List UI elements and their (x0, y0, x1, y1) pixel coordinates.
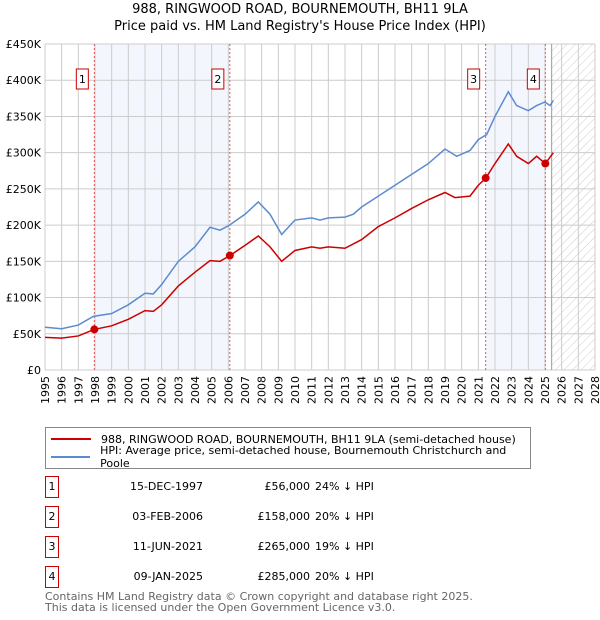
y-tick-label: £300K (6, 147, 42, 160)
x-tick-label: 1998 (89, 376, 102, 404)
legend-swatch-hpi (51, 456, 91, 458)
property-line (44, 142, 554, 339)
sale-badge-label: 4 (530, 73, 537, 86)
chart-title: 988, RINGWOOD ROAD, BOURNEMOUTH, BH11 9L… (132, 2, 468, 17)
footer-copyright: Contains HM Land Registry data © Crown c… (45, 590, 473, 603)
sale-badge-label: 3 (470, 73, 477, 86)
sale-point (481, 174, 490, 183)
x-tick-label: 2002 (156, 376, 169, 404)
hpi-line (44, 90, 554, 330)
sale-date: 03-FEB-2006 (132, 510, 203, 523)
sale-price: £265,000 (257, 540, 311, 553)
x-tick-label: 2007 (239, 376, 252, 404)
x-tick-label: 2003 (172, 376, 185, 404)
x-tick-label: 1996 (56, 376, 69, 404)
sale-price: £158,000 (257, 510, 311, 523)
sale-badge (75, 68, 89, 90)
footer-licence: This data is licensed under the Open Gov… (45, 601, 396, 614)
sale-hpi-diff: 20% ↓ HPI (315, 510, 374, 523)
x-tick-label: 2004 (189, 376, 202, 404)
x-tick-label: 2019 (439, 376, 452, 404)
legend-swatch-property (51, 438, 91, 440)
sale-date: 11-JUN-2021 (132, 540, 203, 553)
x-tick-label: 2022 (489, 376, 502, 404)
x-tick-label: 2011 (306, 376, 319, 404)
x-tick-label: 2028 (589, 376, 600, 404)
sale-hpi-diff: 20% ↓ HPI (315, 570, 374, 583)
x-tick-label: 2015 (372, 376, 385, 404)
sale-row: 3 11-JUN-2021 £265,000 19% ↓ HPI (45, 536, 445, 558)
legend-label-property: 988, RINGWOOD ROAD, BOURNEMOUTH, BH11 9L… (101, 432, 516, 446)
sale-hpi-diff: 24% ↓ HPI (315, 480, 374, 493)
sale-point (90, 325, 99, 334)
sale-badge-label: 2 (214, 73, 221, 86)
sale-date: 09-JAN-2025 (133, 570, 203, 583)
x-tick-label: 1999 (106, 376, 119, 404)
x-tick-label: 1995 (39, 376, 52, 404)
sale-point (225, 251, 234, 260)
sale-hpi-diff: 19% ↓ HPI (315, 540, 374, 553)
x-tick-label: 2006 (222, 376, 235, 404)
legend-label-hpi: HPI: Average price, semi-detached house,… (100, 444, 507, 470)
sale-price: £56,000 (264, 480, 311, 493)
y-tick-label: £200K (6, 219, 42, 232)
sale-row-badge: 3 (45, 536, 59, 558)
x-tick-label: 2008 (256, 376, 269, 404)
y-tick-label: £100K (6, 292, 42, 305)
chart-legend: 988, RINGWOOD ROAD, BOURNEMOUTH, BH11 9L… (45, 427, 531, 470)
x-tick-label: 2000 (122, 376, 135, 404)
sale-row: 2 03-FEB-2006 £158,000 20% ↓ HPI (45, 506, 445, 528)
x-tick-label: 2026 (556, 376, 569, 404)
y-tick-label: £250K (6, 183, 42, 196)
sale-point (541, 159, 550, 168)
y-tick-label: £50K (13, 328, 42, 341)
x-tick-label: 2023 (506, 376, 519, 404)
x-tick-label: 2025 (539, 376, 552, 404)
y-tick-label: £450K (6, 38, 42, 51)
x-tick-label: 2001 (139, 376, 152, 404)
x-tick-label: 2010 (289, 376, 302, 404)
chart-subtitle: Price paid vs. HM Land Registry's House … (114, 19, 486, 34)
sale-date: 15-DEC-1997 (129, 480, 203, 493)
y-tick-label: £400K (6, 74, 42, 87)
sale-row: 1 15-DEC-1997 £56,000 24% ↓ HPI (45, 476, 445, 498)
sale-price: £285,000 (257, 570, 311, 583)
sale-badge-label: 1 (79, 73, 86, 86)
sale-badge (467, 68, 481, 90)
x-tick-label: 2021 (472, 376, 485, 404)
x-tick-label: 2017 (406, 376, 419, 404)
sale-row-badge: 1 (45, 476, 59, 498)
x-tick-label: 2009 (272, 376, 285, 404)
x-tick-label: 2012 (322, 376, 335, 404)
x-tick-label: 2016 (389, 376, 402, 404)
shade-period-3-4 (485, 44, 546, 370)
x-tick-label: 2027 (572, 376, 585, 404)
sale-row-badge: 4 (45, 566, 59, 588)
x-tick-label: 2024 (522, 376, 535, 404)
y-tick-label: £0 (27, 364, 41, 377)
y-tick-label: £150K (6, 255, 42, 268)
x-tick-label: 1997 (72, 376, 85, 404)
x-tick-label: 2020 (456, 376, 469, 404)
sale-badge (211, 68, 225, 90)
x-tick-label: 2014 (356, 376, 369, 404)
x-tick-label: 2018 (422, 376, 435, 404)
sale-row: 4 09-JAN-2025 £285,000 20% ↓ HPI (45, 566, 445, 588)
forecast-hatch (551, 44, 595, 370)
y-tick-label: £350K (6, 110, 42, 123)
sale-row-badge: 2 (45, 506, 59, 528)
chart-plot: 1995 1996 1997 1998 1999 2000 2001 2002 2003 2004… (6, 38, 600, 404)
x-tick-label: 2013 (339, 376, 352, 404)
sale-badge (526, 68, 540, 90)
x-tick-label: 2005 (206, 376, 219, 404)
